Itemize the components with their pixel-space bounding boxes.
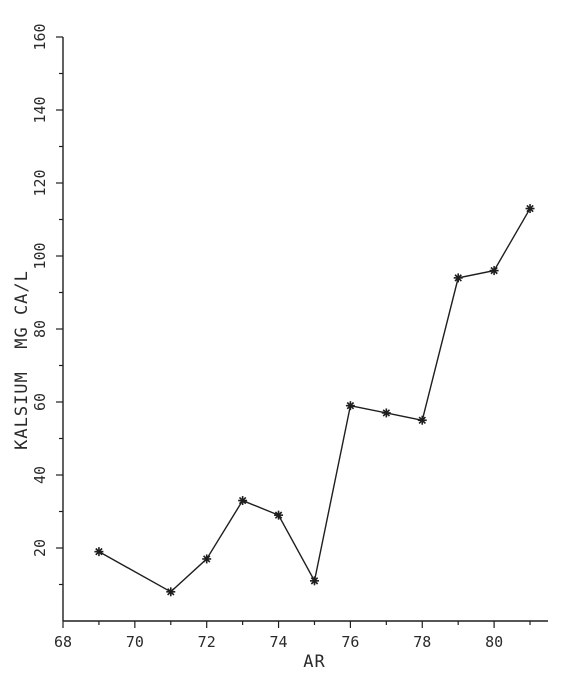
x-tick-label: 74 bbox=[270, 633, 288, 651]
data-point bbox=[417, 415, 427, 425]
axes bbox=[62, 37, 548, 622]
y-tick-label: 100 bbox=[31, 242, 49, 269]
x-tick-label: 80 bbox=[485, 633, 503, 651]
data-point bbox=[94, 547, 104, 557]
y-axis-label: KALSIUM MG CA/L bbox=[12, 270, 32, 450]
marker-stroke bbox=[274, 511, 283, 519]
x-tick-label: 68 bbox=[54, 633, 72, 651]
x-tick-label: 78 bbox=[413, 633, 431, 651]
marker-stroke bbox=[490, 266, 498, 275]
data-series bbox=[94, 204, 535, 597]
marker-stroke bbox=[382, 409, 391, 417]
y-tick-label: 160 bbox=[31, 23, 49, 50]
data-point bbox=[238, 496, 248, 506]
data-point bbox=[453, 273, 463, 283]
y-tick-label: 60 bbox=[31, 393, 49, 411]
y-tick-label: 80 bbox=[31, 320, 49, 338]
marker-stroke bbox=[454, 274, 462, 282]
data-point bbox=[309, 576, 319, 586]
data-point bbox=[525, 204, 535, 214]
y-tick-label: 20 bbox=[31, 539, 49, 557]
y-tick-label: 40 bbox=[31, 466, 49, 484]
x-tick-label: 72 bbox=[198, 633, 216, 651]
marker-stroke bbox=[238, 496, 247, 505]
y-tick-label: 140 bbox=[31, 96, 49, 123]
data-point bbox=[489, 266, 499, 276]
marker-stroke bbox=[167, 588, 175, 596]
x-tick-label: 76 bbox=[341, 633, 359, 651]
marker-stroke bbox=[310, 577, 319, 585]
marker-stroke bbox=[418, 416, 426, 424]
marker-stroke bbox=[346, 401, 355, 410]
data-point bbox=[345, 401, 355, 411]
data-point bbox=[166, 587, 176, 597]
marker-stroke bbox=[526, 204, 534, 213]
marker-stroke bbox=[95, 547, 103, 556]
tick-labels: 68 70 72 74 76 78 80 20 40 60 80 100 120 140 160 bbox=[31, 23, 503, 651]
x-tick-label: 70 bbox=[126, 633, 144, 651]
x-axis-label: AR bbox=[303, 652, 325, 672]
y-tick-label: 120 bbox=[31, 169, 49, 196]
data-point bbox=[274, 510, 284, 520]
series-line bbox=[98, 208, 531, 593]
marker-stroke bbox=[202, 555, 211, 563]
data-point bbox=[202, 554, 212, 564]
data-point bbox=[381, 408, 391, 418]
axis-ticks bbox=[56, 36, 531, 628]
